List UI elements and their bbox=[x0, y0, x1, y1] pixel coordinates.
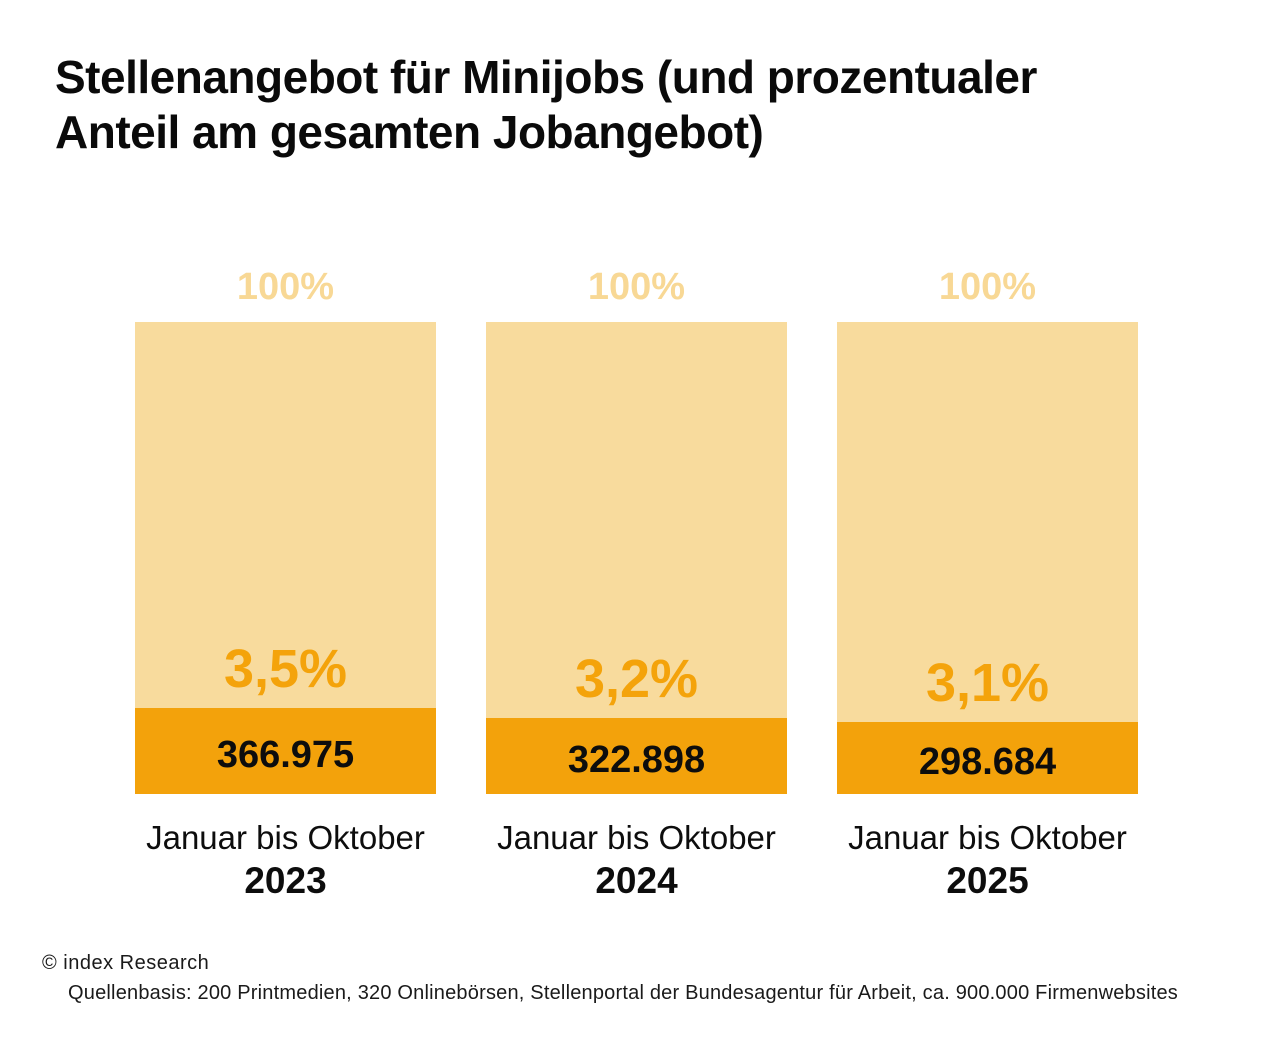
bar-group-2025: 100% 3,1% 298.684 Januar bis Oktober 202… bbox=[837, 0, 1138, 1056]
x-label-period-2025: Januar bis Oktober bbox=[848, 819, 1127, 856]
x-axis-label-2024: Januar bis Oktober 2024 bbox=[466, 818, 807, 903]
total-percent-label-2023: 100% bbox=[236, 266, 335, 308]
share-percent-label-2025: 3,1% bbox=[925, 653, 1050, 713]
page-title-line1: Stellenangebot für Minijobs (und prozent… bbox=[55, 51, 1037, 103]
share-count-label-2023: 366.975 bbox=[216, 733, 355, 776]
share-count-label-2025: 298.684 bbox=[918, 740, 1057, 783]
bar-group-2023: 100% 3,5% 366.975 Januar bis Oktober 202… bbox=[135, 0, 436, 1056]
x-label-year-2023: 2023 bbox=[244, 860, 327, 901]
footer-copyright: © index Research bbox=[42, 952, 210, 974]
share-count-label-2024: 322.898 bbox=[567, 738, 706, 781]
bar-total-2025: 3,1% 298.684 bbox=[837, 322, 1138, 794]
bar-share-2025: 298.684 bbox=[837, 722, 1138, 794]
x-axis-label-2023: Januar bis Oktober 2023 bbox=[115, 818, 456, 903]
page-title: Stellenangebot für Minijobs (und prozent… bbox=[55, 50, 1240, 160]
bar-total-2023: 3,5% 366.975 bbox=[135, 322, 436, 794]
bar-group-2024: 100% 3,2% 322.898 Januar bis Oktober 202… bbox=[486, 0, 787, 1056]
bar-share-2023: 366.975 bbox=[135, 708, 436, 794]
share-percent-label-2023: 3,5% bbox=[223, 639, 348, 699]
x-label-period-2023: Januar bis Oktober bbox=[146, 819, 425, 856]
share-percent-label-2024: 3,2% bbox=[574, 649, 699, 709]
x-axis-label-2025: Januar bis Oktober 2025 bbox=[817, 818, 1158, 903]
x-label-period-2024: Januar bis Oktober bbox=[497, 819, 776, 856]
bar-total-2024: 3,2% 322.898 bbox=[486, 322, 787, 794]
total-percent-label-2025: 100% bbox=[938, 266, 1037, 308]
x-label-year-2024: 2024 bbox=[595, 860, 678, 901]
page-title-line2: Anteil am gesamten Jobangebot) bbox=[55, 106, 764, 158]
x-label-year-2025: 2025 bbox=[946, 860, 1029, 901]
total-percent-label-2024: 100% bbox=[587, 266, 686, 308]
footer-source: Quellenbasis: 200 Printmedien, 320 Onlin… bbox=[68, 982, 1179, 1004]
bar-share-2024: 322.898 bbox=[486, 718, 787, 794]
